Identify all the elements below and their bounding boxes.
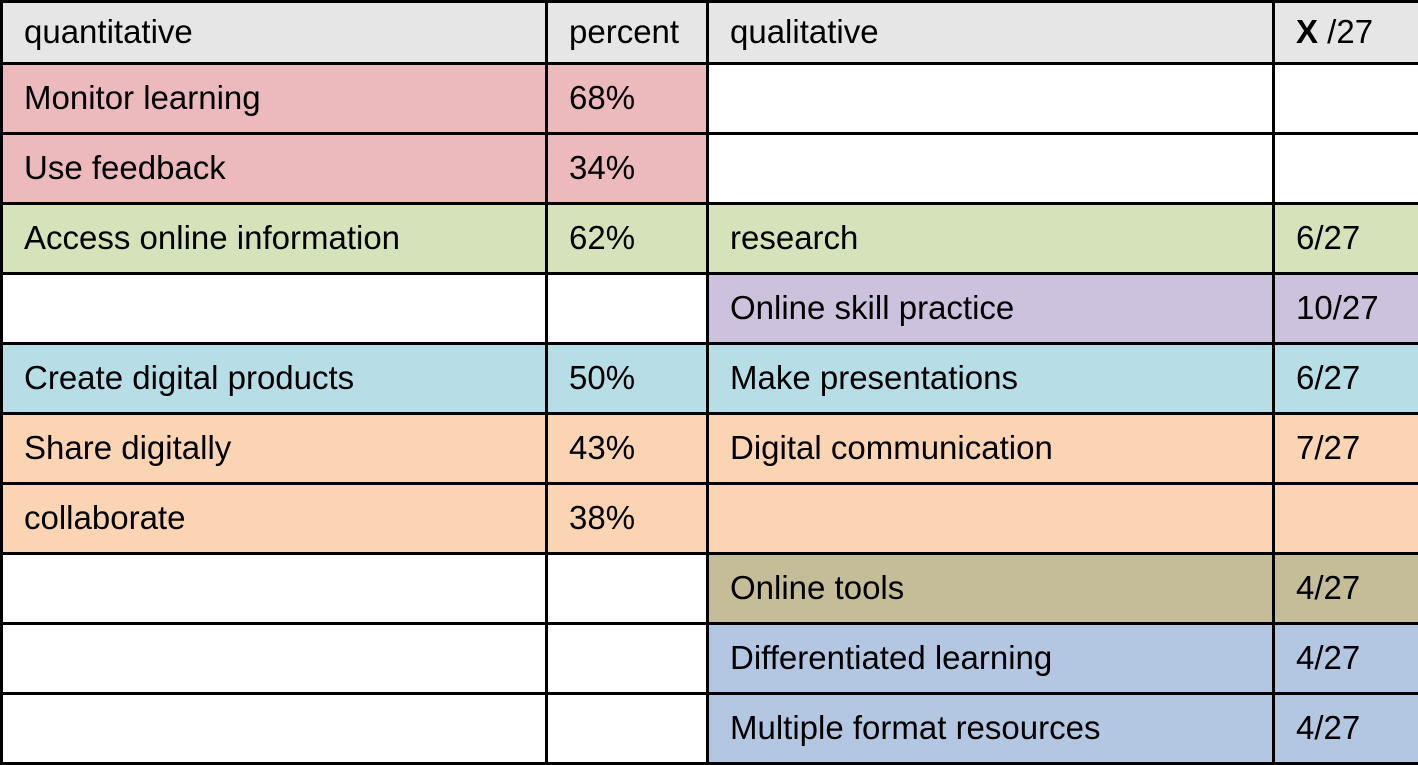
col-header-quantitative: quantitative (2, 2, 547, 64)
table-row: Use feedback 34% (2, 134, 1418, 204)
table-row: Online tools 4/27 (2, 554, 1418, 624)
cell-score: 4/27 (1274, 554, 1418, 624)
cell-percent: 43% (547, 414, 708, 484)
col-header-percent: percent (547, 2, 708, 64)
cell-percent: 62% (547, 204, 708, 274)
cell-score: 4/27 (1274, 624, 1418, 694)
table-row: Share digitally 43% Digital communicatio… (2, 414, 1418, 484)
cell-quantitative (2, 274, 547, 344)
cell-percent (547, 624, 708, 694)
cell-qualitative: Make presentations (708, 344, 1274, 414)
cell-percent: 34% (547, 134, 708, 204)
cell-quantitative: collaborate (2, 484, 547, 554)
cell-quantitative (2, 624, 547, 694)
cell-qualitative (708, 484, 1274, 554)
score-header-denominator: /27 (1318, 13, 1373, 50)
cell-quantitative (2, 554, 547, 624)
cell-score (1274, 134, 1418, 204)
cell-qualitative: Online skill practice (708, 274, 1274, 344)
cell-percent (547, 274, 708, 344)
cell-score: 7/27 (1274, 414, 1418, 484)
table-row: Online skill practice 10/27 (2, 274, 1418, 344)
header-row: quantitative percent qualitative X /27 (2, 2, 1418, 64)
cell-qualitative: Differentiated learning (708, 624, 1274, 694)
cell-quantitative: Access online information (2, 204, 547, 274)
cell-qualitative: Multiple format resources (708, 694, 1274, 764)
table-row: Differentiated learning 4/27 (2, 624, 1418, 694)
cell-score (1274, 64, 1418, 134)
col-header-qualitative: qualitative (708, 2, 1274, 64)
cell-percent (547, 554, 708, 624)
cell-quantitative (2, 694, 547, 764)
cell-percent: 38% (547, 484, 708, 554)
cell-qualitative: research (708, 204, 1274, 274)
cell-qualitative: Digital communication (708, 414, 1274, 484)
cell-qualitative (708, 64, 1274, 134)
table-row: Create digital products 50% Make present… (2, 344, 1418, 414)
cell-percent: 50% (547, 344, 708, 414)
cell-score: 6/27 (1274, 344, 1418, 414)
cell-quantitative: Share digitally (2, 414, 547, 484)
table-row: collaborate 38% (2, 484, 1418, 554)
table-row: Multiple format resources 4/27 (2, 694, 1418, 764)
cell-quantitative: Monitor learning (2, 64, 547, 134)
cell-score: 4/27 (1274, 694, 1418, 764)
cell-quantitative: Use feedback (2, 134, 547, 204)
col-header-score: X /27 (1274, 2, 1418, 64)
table-row: Access online information 62% research 6… (2, 204, 1418, 274)
cell-percent (547, 694, 708, 764)
cell-quantitative: Create digital products (2, 344, 547, 414)
cell-percent: 68% (547, 64, 708, 134)
table-row: Monitor learning 68% (2, 64, 1418, 134)
cell-score: 6/27 (1274, 204, 1418, 274)
cell-qualitative: Online tools (708, 554, 1274, 624)
cell-qualitative (708, 134, 1274, 204)
cell-score (1274, 484, 1418, 554)
score-header-x: X (1296, 13, 1318, 50)
cell-score: 10/27 (1274, 274, 1418, 344)
